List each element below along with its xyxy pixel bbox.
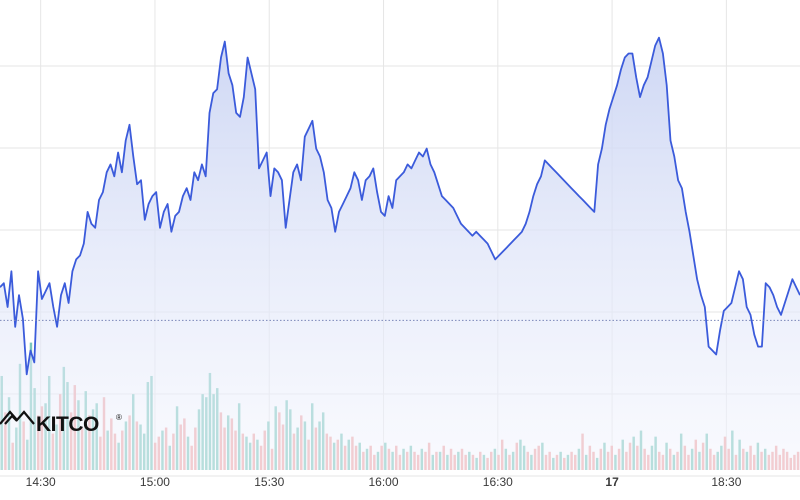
x-tick-label: 18:30 [711, 475, 741, 489]
x-tick-label: 15:00 [140, 475, 170, 489]
price-line [0, 36, 800, 376]
price-line-group [0, 36, 800, 376]
kitco-logo-registered-mark: ® [116, 413, 122, 422]
kitco-logo: KITCO ® [0, 410, 122, 436]
x-tick-label: 17 [605, 475, 619, 489]
x-tick-label: 16:00 [369, 475, 399, 489]
kitco-logo-text: KITCO [36, 413, 99, 436]
kitco-logo-icon [0, 410, 35, 425]
price-area [0, 37, 800, 470]
x-tick-label: 15:30 [254, 475, 284, 489]
x-tick-label: 16:30 [483, 475, 513, 489]
x-tick-label: 14:30 [26, 475, 56, 489]
price-area-fill [0, 37, 800, 470]
